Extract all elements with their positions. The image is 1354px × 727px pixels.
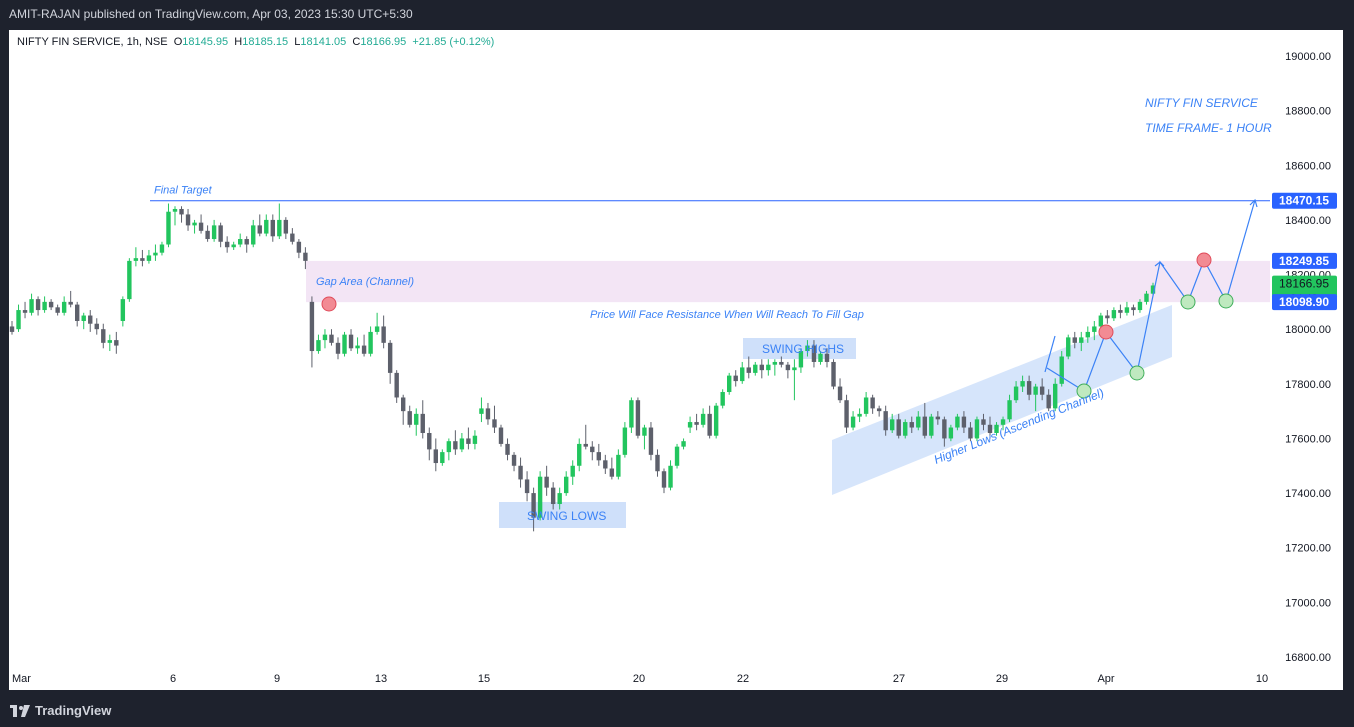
close-label: C — [352, 36, 361, 48]
publish-bar: AMIT-RAJAN published on TradingView.com,… — [0, 0, 1354, 30]
close-value: 18166.95 — [360, 36, 407, 48]
chart-panel[interactable] — [9, 30, 1343, 690]
high-value: 18185.15 — [242, 36, 289, 48]
low-value: 18141.05 — [300, 36, 347, 48]
symbol-title: NIFTY FIN SERVICE, 1h, NSE — [17, 36, 168, 48]
change-value: +21.85 (+0.12%) — [412, 36, 495, 48]
publisher-info: AMIT-RAJAN published on TradingView.com,… — [9, 7, 413, 21]
tradingview-icon — [10, 704, 30, 717]
symbol-legend: NIFTY FIN SERVICE, 1h, NSE O18145.95 H18… — [17, 36, 494, 48]
brand-name: TradingView — [35, 703, 112, 718]
open-value: 18145.95 — [182, 36, 229, 48]
open-label: O — [173, 36, 183, 48]
low-label: L — [294, 36, 301, 48]
high-label: H — [234, 36, 243, 48]
tradingview-logo[interactable]: TradingView — [10, 703, 111, 718]
